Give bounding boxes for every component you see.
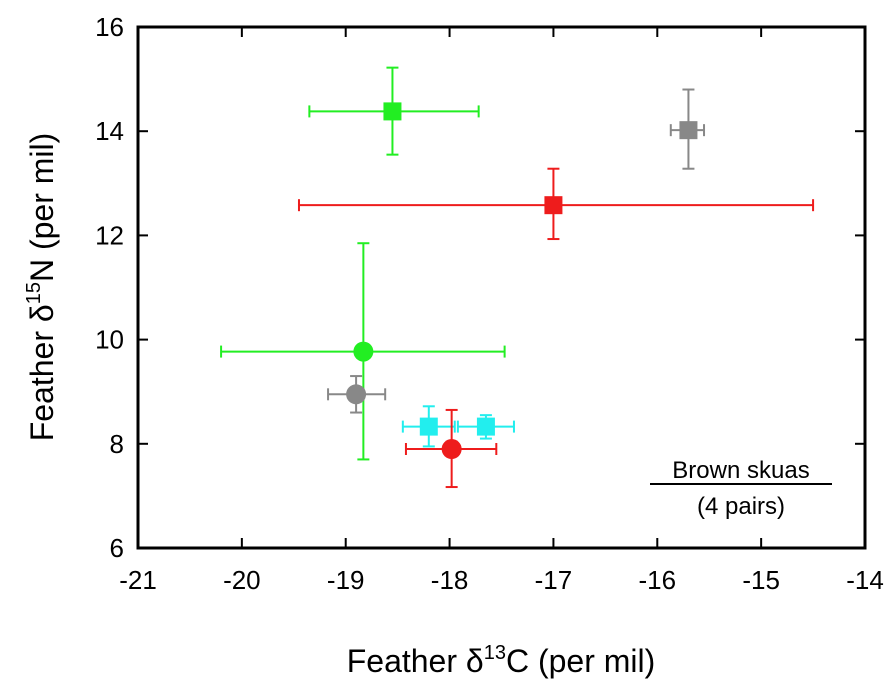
y-tick-label: 10 (95, 325, 124, 355)
annotation-subtitle: (4 pairs) (697, 493, 785, 520)
square-marker (544, 196, 563, 215)
axis-ticks: -21 -20 -19 -18 -17 -16 -15 -14 6 8 10 12 14 16 (95, 12, 884, 595)
data-point-7 (456, 414, 515, 440)
x-tick-label: -18 (431, 565, 469, 595)
x-tick-label: -15 (742, 565, 780, 595)
y-tick-label: 12 (95, 220, 124, 250)
y-tick-label: 16 (95, 12, 124, 42)
circle-marker (346, 384, 367, 405)
x-tick-label: -20 (223, 565, 261, 595)
data-point-1 (308, 66, 480, 156)
x-tick-label: -21 (119, 565, 157, 595)
y-tick-label: 6 (110, 533, 124, 563)
data-point-8 (404, 408, 498, 489)
y-tick-label: 8 (110, 429, 124, 459)
x-tick-label: -14 (846, 565, 884, 595)
annotation: Brown skuas (4 pairs) (650, 457, 832, 520)
square-marker (679, 121, 698, 140)
circle-marker (353, 341, 374, 362)
data-point-5 (327, 375, 387, 414)
square-marker (419, 417, 438, 436)
annotation-title: Brown skuas (672, 457, 809, 484)
data-point-2 (669, 88, 706, 170)
plot-frame (136, 25, 867, 550)
x-axis-label: Feather δ13C (per mil) (347, 642, 656, 679)
data-point-3 (297, 167, 815, 241)
x-tick-label: -19 (327, 565, 365, 595)
data-points (220, 66, 815, 489)
y-axis-label: Feather δ15N (per mil) (23, 133, 60, 442)
square-marker (383, 102, 402, 121)
data-point-4 (220, 242, 506, 461)
y-tick-label: 14 (95, 116, 124, 146)
x-tick-label: -16 (638, 565, 676, 595)
circle-marker (441, 439, 462, 460)
data-point-6 (401, 405, 456, 448)
square-marker (476, 417, 495, 436)
x-tick-label: -17 (535, 565, 573, 595)
